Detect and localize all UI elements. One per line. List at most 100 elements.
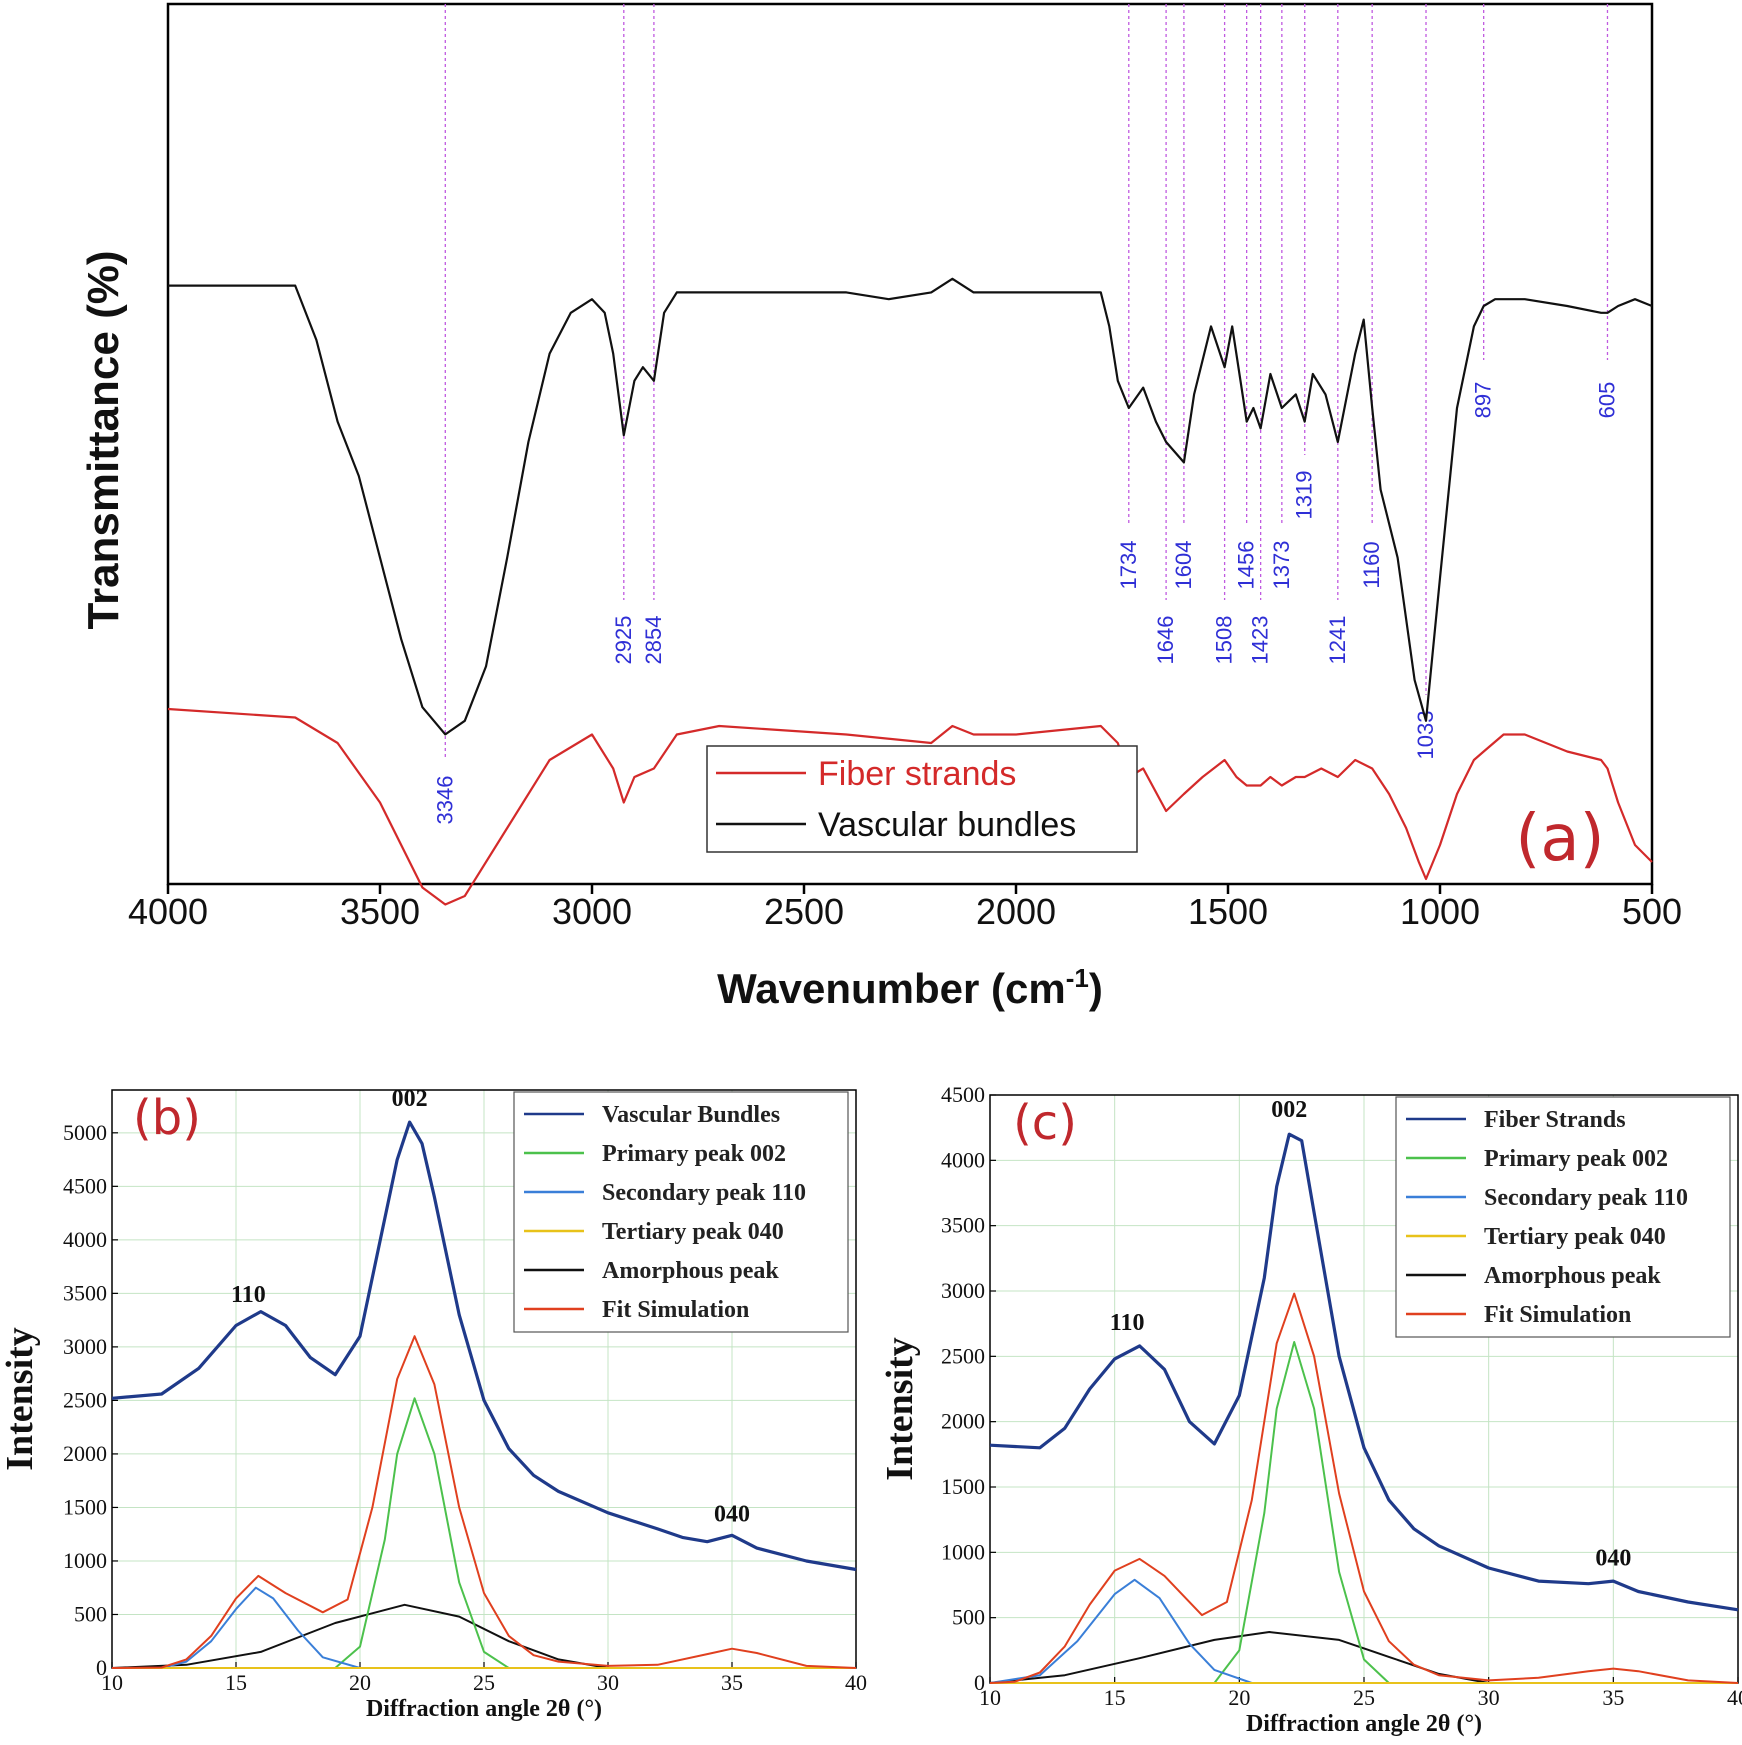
y-tick-label: 0 [96,1655,107,1680]
y-tick-label: 3000 [63,1334,107,1359]
legend-item-primary-peak-label: Primary peak 002 [602,1141,786,1167]
legend-label-vascular-bundles: Vascular bundles [818,806,1076,844]
legend-item-fit-simulation-label: Fit Simulation [1484,1302,1631,1328]
x-tick-label: 20 [1228,1685,1250,1710]
peak-label: 110 [1110,1310,1145,1336]
legend-box [706,745,1138,853]
x-tick-label: 2500 [764,891,844,932]
primary-peak-line [1213,1341,1390,1684]
secondary-peak-line [161,1586,361,1669]
x-tick-label: 3500 [340,891,420,932]
x-tick-label: 20 [349,1670,371,1695]
y-tick-label: 2000 [63,1441,107,1466]
y-tick-label: 1500 [63,1494,107,1519]
x-tick-label: 30 [597,1670,619,1695]
peak-label: 040 [1595,1545,1631,1571]
legend-item-amorphous-peak-label: Amorphous peak [1484,1263,1661,1289]
xrd-data-line [111,1120,857,1572]
x-tick-label: 3000 [552,891,632,932]
y-tick-label: 2000 [941,1409,985,1434]
x-tick-label: 40 [1727,1685,1742,1710]
y-axis-label: Intensity [880,1337,921,1481]
legend-item-secondary-peak-label: Secondary peak 110 [602,1180,806,1206]
peak-annotation: 1508 [1212,616,1237,665]
legend-item-secondary-peak-label: Secondary peak 110 [1484,1185,1688,1211]
y-tick-label: 0 [974,1670,985,1695]
legend-box [1395,1096,1731,1338]
legend-item-amorphous-peak-label: Amorphous peak [602,1258,779,1284]
x-tick-label: 1500 [1188,891,1268,932]
ftir-chart: 3346 2925 2854 1734 1646 1604 1508 1456 1423 1373… [79,2,1682,1012]
y-tick-label: 4000 [941,1147,985,1172]
xrd-chart-vascular-panel: 10 15 20 25 30 35 40 0 500 1000 1500 2000 2500 3000 35… [0,1040,880,1740]
panel-label: (a) [1515,802,1604,876]
y-tick-label: 1500 [941,1474,985,1499]
y-tick-label: 500 [952,1605,985,1630]
x-tick-label: 35 [1602,1685,1624,1710]
y-tick-label: 3500 [941,1213,985,1238]
panel-label: (c) [1013,1095,1077,1151]
xrd-chart-vascular: 10 15 20 25 30 35 40 0 500 1000 1500 2000 2500 3000 35… [0,1086,867,1722]
panel-label: (b) [133,1090,201,1146]
x-tick-label: 15 [225,1670,247,1695]
x-tick-label: 15 [1104,1685,1126,1710]
x-tick-label: 30 [1478,1685,1500,1710]
peak-label: 110 [231,1282,266,1308]
y-tick-label: 4500 [63,1173,107,1198]
primary-peak-line [334,1397,510,1669]
legend-item-tertiary-peak-label: Tertiary peak 040 [602,1219,784,1245]
y-tick-label: 5000 [63,1120,107,1145]
x-axis-label: Wavenumber (cm-1) [717,963,1103,1012]
y-axis-label: Transmittance (%) [79,251,128,630]
y-tick-label: 1000 [941,1539,985,1564]
x-axis-label-superscript: -1 [1066,963,1089,993]
xrd-chart-fiber-panel: 10 15 20 25 30 35 40 0 500 1000 1500 2000 2500 3000 35… [879,1040,1742,1740]
x-axis-label: Diffraction angle 2θ (°) [1246,1711,1482,1737]
x-tick-label: 35 [721,1670,743,1695]
peak-annotation: 1646 [1153,616,1178,665]
peak-annotation: 605 [1594,382,1619,419]
peak-annotation: 1160 [1359,541,1384,588]
peak-annotation: 1456 [1234,541,1259,590]
peak-annotation: 3346 [432,776,457,825]
series-line-fiber-strands [167,707,1653,906]
legend-item-data-label: Fiber Strands [1484,1107,1626,1133]
y-tick-label: 3000 [941,1278,985,1303]
amorphous-peak-line [111,1603,609,1669]
y-tick-label: 2500 [63,1387,107,1412]
x-tick-label: 4000 [128,891,208,932]
y-tick-label: 3500 [63,1280,107,1305]
secondary-peak-line [989,1578,1253,1684]
fit-simulation-line [989,1292,1739,1684]
y-tick-label: 4000 [63,1227,107,1252]
x-tick-label: 10 [979,1685,1001,1710]
legend-box [513,1091,849,1333]
x-tick-label: 25 [1353,1685,1375,1710]
x-tick-label: 10 [101,1670,123,1695]
x-axis-label-main: Wavenumber (cm [717,965,1066,1012]
legend-item-fit-simulation-label: Fit Simulation [602,1297,749,1323]
peak-label: 002 [1271,1097,1307,1123]
peak-annotation: 1241 [1325,616,1350,665]
legend-item-primary-peak-label: Primary peak 002 [1484,1146,1668,1172]
x-tick-label: 25 [473,1670,495,1695]
x-tick-label: 40 [845,1670,867,1695]
x-axis-label: Diffraction angle 2θ (°) [366,1696,602,1722]
peak-annotation: 897 [1471,382,1496,419]
ftir-chart-panel: 3346 2925 2854 1734 1646 1604 1508 1456 1423 1373… [79,2,1682,1012]
peak-label: 002 [392,1086,428,1112]
series-line-vascular-bundles [168,277,1653,736]
y-tick-label: 500 [74,1601,107,1626]
y-tick-label: 4500 [941,1082,985,1107]
plot-frame [166,2,1654,886]
x-tick-label: 1000 [1400,891,1480,932]
peak-annotation: 1423 [1248,616,1273,665]
x-axis-label-close: ) [1089,965,1103,1012]
peak-annotation: 1373 [1269,541,1294,590]
peak-annotation: 1319 [1292,471,1317,520]
y-tick-label: 1000 [63,1548,107,1573]
x-tick-label: 2000 [976,891,1056,932]
peak-label: 040 [714,1501,750,1527]
legend-item-tertiary-peak-label: Tertiary peak 040 [1484,1224,1666,1250]
y-axis-label: Intensity [0,1327,41,1471]
